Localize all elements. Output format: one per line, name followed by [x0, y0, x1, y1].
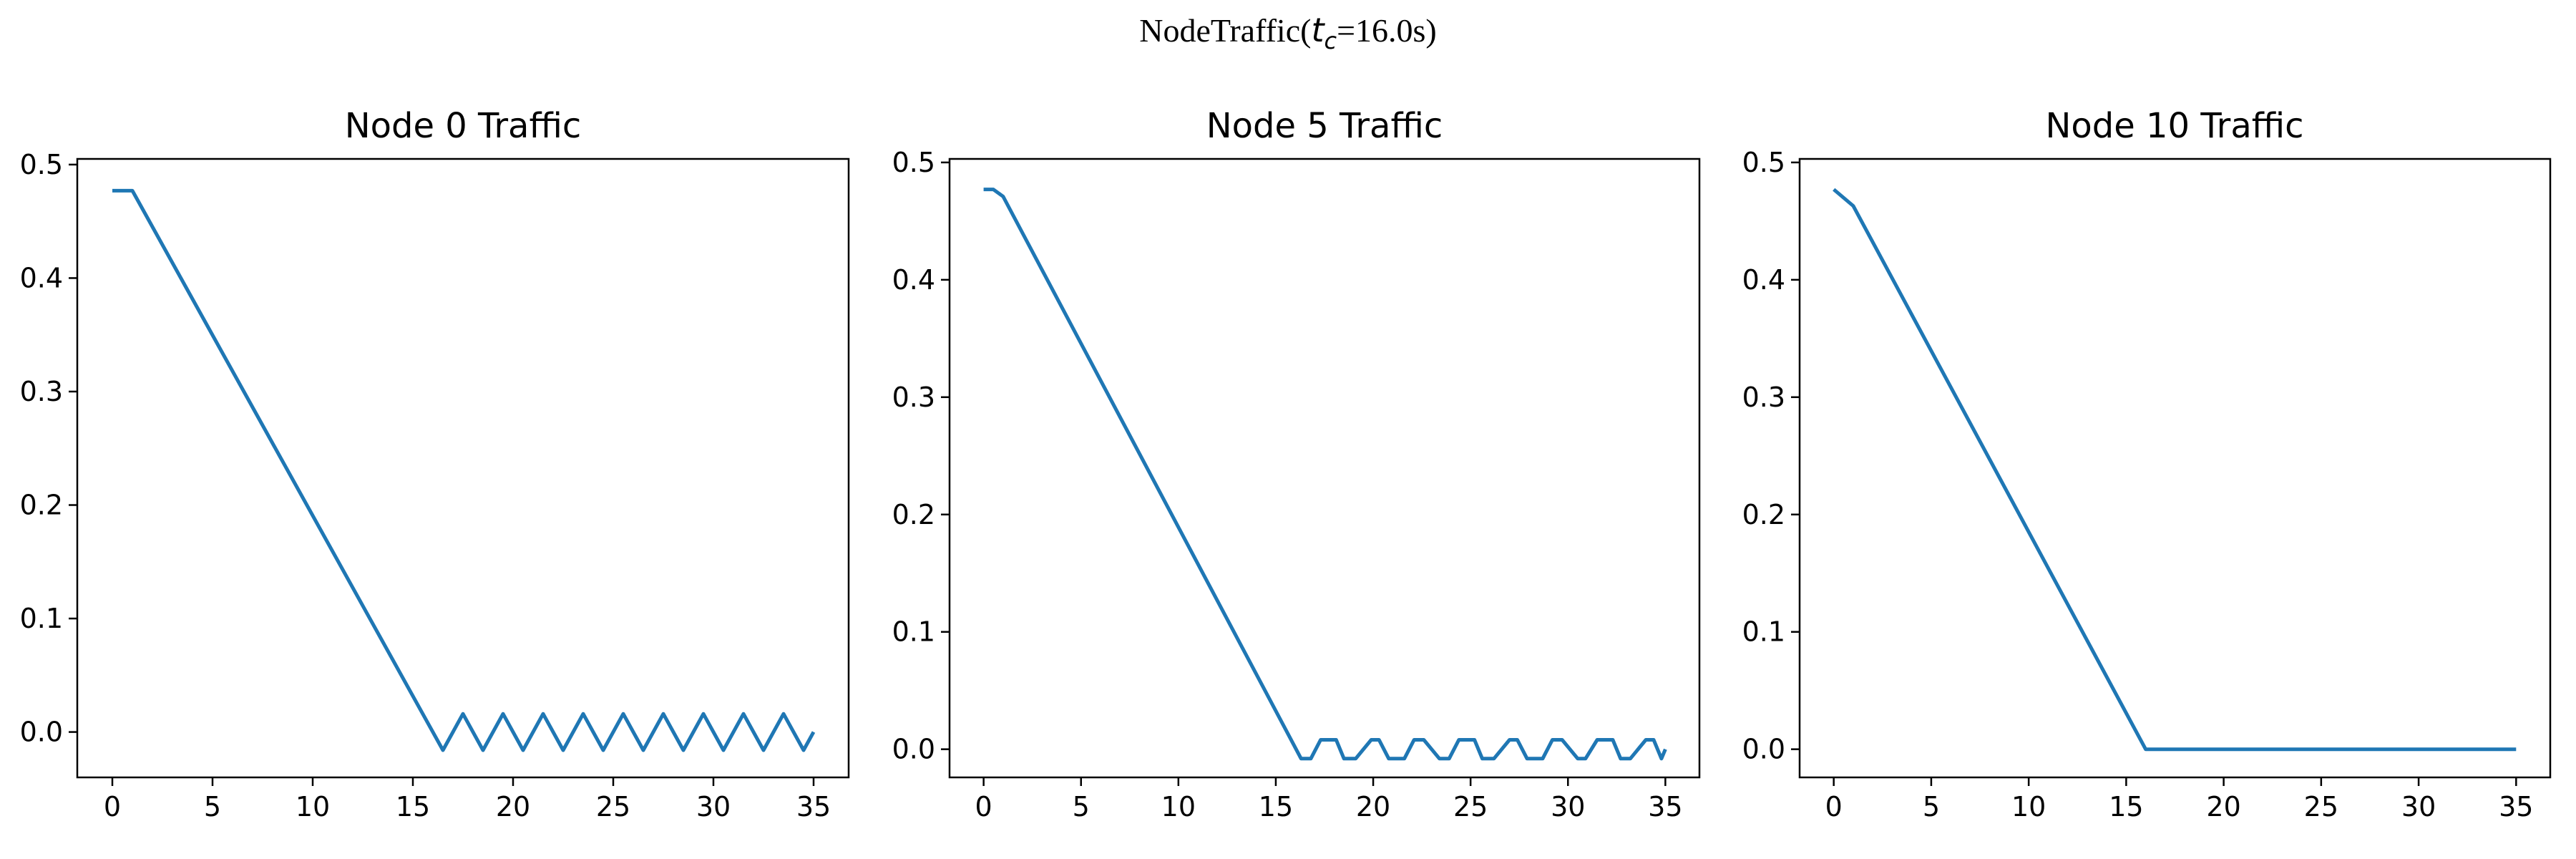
y-tick-label: 0.2: [892, 499, 935, 530]
suptitle-variable: t: [1311, 11, 1325, 49]
x-tick-label: 5: [1923, 791, 1940, 822]
y-tick-label: 0.5: [892, 147, 935, 178]
x-tick-label: 15: [1259, 791, 1293, 822]
x-tick-label: 30: [1551, 791, 1585, 822]
series-line: [1833, 188, 2517, 752]
y-tick-label: 0.2: [20, 490, 63, 521]
x-tick-label: 0: [104, 791, 121, 822]
x-tick-label: 25: [2304, 791, 2338, 822]
x-tick-label: 10: [2011, 791, 2046, 822]
x-tick-label: 5: [1073, 791, 1090, 822]
y-tick-label: 0.1: [20, 603, 63, 634]
subplot-node-0: Node 0 Traffic 0 5 10 15 20 25 30 35 0.0 0.1 0.2 0.…: [20, 106, 850, 822]
x-tick-label: 35: [2499, 791, 2533, 822]
y-tick-label: 0.2: [1742, 499, 1785, 530]
axes-frame: [76, 157, 850, 779]
series-line: [112, 188, 816, 752]
y-tick-label: 0.1: [1742, 616, 1785, 648]
x-tick-label: 15: [396, 791, 430, 822]
axes-frame: [1798, 157, 2552, 779]
subplot-title-node-0: Node 0 Traffic: [345, 106, 582, 146]
y-tick-label: 0.4: [892, 264, 935, 296]
series-line: [983, 188, 1667, 761]
y-tick-label: 0.3: [20, 376, 63, 407]
x-tick-label: 0: [975, 791, 992, 822]
y-tick-label: 0.0: [892, 734, 935, 765]
axes-frame: [948, 157, 1701, 779]
x-tick-label: 20: [2206, 791, 2240, 822]
subplot-title-node-5: Node 5 Traffic: [1206, 106, 1443, 146]
suptitle-subscript: c: [1324, 27, 1337, 54]
y-tick-label: 0.5: [20, 149, 63, 180]
y-tick-label: 0.4: [1742, 264, 1785, 296]
x-tick-label: 10: [1161, 791, 1196, 822]
x-tick-label: 20: [1356, 791, 1390, 822]
x-tick-label: 25: [1453, 791, 1488, 822]
x-tick-label: 30: [696, 791, 731, 822]
figure-suptitle: NodeTraffic(tc=16.0s): [1139, 11, 1437, 54]
x-tick-label: 35: [796, 791, 831, 822]
y-tick-label: 0.3: [1742, 382, 1785, 413]
y-tick-label: 0.0: [20, 717, 63, 748]
subplot-title-node-10: Node 10 Traffic: [2045, 106, 2303, 146]
x-tick-label: 20: [496, 791, 530, 822]
x-tick-label: 5: [204, 791, 221, 822]
x-tick-label: 0: [1825, 791, 1843, 822]
subplot-node-10: Node 10 Traffic 0 5 10 15 20 25 30 35 0.0 0.1 0.2 0…: [1742, 106, 2552, 822]
x-tick-label: 10: [296, 791, 330, 822]
x-tick-label: 15: [2109, 791, 2143, 822]
subplot-node-5: Node 5 Traffic 0 5 10 15 20 25 30 35 0.0 0.1 0.2 0.…: [892, 106, 1701, 822]
y-tick-label: 0.0: [1742, 734, 1785, 765]
suptitle-suffix: =16.0s): [1337, 12, 1437, 49]
x-tick-label: 35: [1648, 791, 1682, 822]
y-tick-label: 0.4: [20, 262, 63, 293]
suptitle-prefix: NodeTraffic(: [1139, 12, 1311, 49]
x-tick-label: 25: [596, 791, 630, 822]
y-tick-label: 0.3: [892, 382, 935, 413]
x-tick-label: 30: [2401, 791, 2436, 822]
y-tick-label: 0.1: [892, 616, 935, 648]
y-tick-label: 0.5: [1742, 147, 1785, 178]
